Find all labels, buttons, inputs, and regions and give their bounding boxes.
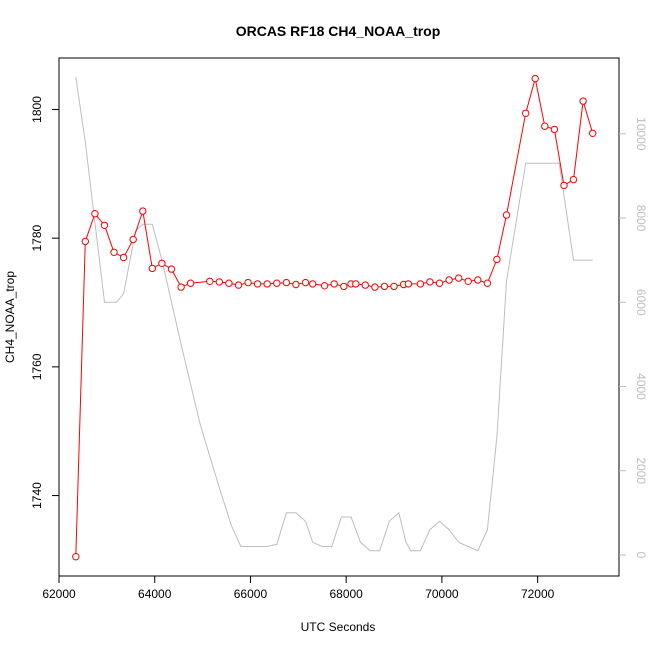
ch4-point [340,282,348,291]
ch4-point [215,278,224,286]
y-tick-label: 1800 [30,96,44,123]
ch4-point [541,122,549,130]
ch4-point [531,74,539,83]
ch4-point [589,129,597,138]
ch4-point [522,109,530,118]
ch4-point [560,181,568,190]
y-axis: 1740 1760 1780 1800 [30,96,59,509]
ch4-point [352,280,360,288]
ch4-point [493,255,501,264]
ch4-point [404,280,413,288]
ch4-point [426,278,434,286]
ch4-point [579,97,587,105]
x-tick-label: 68000 [329,587,363,601]
ch4-point [464,277,472,285]
ch4-point [550,125,559,134]
ch4-point [371,283,379,291]
ch4-point [483,279,492,287]
y2-tick-label: 6000 [634,289,648,316]
ch4-point [91,210,99,218]
x-tick-label: 64000 [138,587,172,601]
ch4-point [416,280,425,288]
x-axis-label: UTC Seconds [301,620,376,634]
plot-area [58,57,620,577]
ch4-point [361,281,369,289]
ch4-point [273,279,281,287]
ch4-point [445,276,453,284]
x-tick-label: 62000 [42,587,76,601]
ch4-point [309,280,317,288]
ch4-point [244,278,252,287]
x-tick-label: 66000 [234,587,268,601]
y2-tick-label: 0 [634,552,648,559]
y-tick-label: 1760 [30,353,44,380]
y2-axis: 0 2000 4000 6000 8000 10000 [619,117,648,559]
ch4-point [455,274,463,282]
ch4-point [234,281,243,289]
series-layer [72,74,597,561]
ch4-point [148,264,157,273]
ch4-point [225,279,233,287]
y2-tick-label: 10000 [634,117,648,151]
ch4-point [167,265,176,273]
ch4-point [435,279,444,287]
ch4-point [139,207,147,215]
ch4-point [253,280,262,288]
ch4-point [390,282,398,291]
ch4-point [119,253,128,262]
ch4-point [292,280,300,289]
ch4-point [129,235,137,244]
ch4-point [110,248,118,257]
ch4-point [206,277,214,285]
ch4-point [330,280,338,288]
altitude-line [75,76,593,552]
ch4-point [301,278,310,287]
y2-tick-label: 2000 [634,457,648,484]
ch4-point [474,276,482,284]
ch4-point [81,237,90,246]
ch4-point [72,553,80,561]
x-tick-label: 70000 [425,587,459,601]
x-axis: 62000 64000 66000 68000 70000 72000 [42,576,555,601]
ch4-point [186,279,195,287]
ch4-point [100,221,109,230]
ch4-point [320,282,329,290]
ch4-point [569,175,578,184]
y2-tick-label: 4000 [634,373,648,400]
y2-tick-label: 8000 [634,205,648,232]
ch4-point [502,211,511,219]
chart-title: ORCAS RF18 CH4_NOAA_trop [236,23,441,39]
ch4-point [380,282,389,291]
y-tick-label: 1780 [30,225,44,252]
y-axis-label: CH4_NOAA_trop [3,271,17,363]
x-tick-label: 72000 [521,587,555,601]
y-tick-label: 1740 [30,482,44,509]
ch4-point [177,283,185,291]
ch4-point [158,259,166,267]
ch4-point [282,278,291,287]
ch4-point [263,280,271,288]
